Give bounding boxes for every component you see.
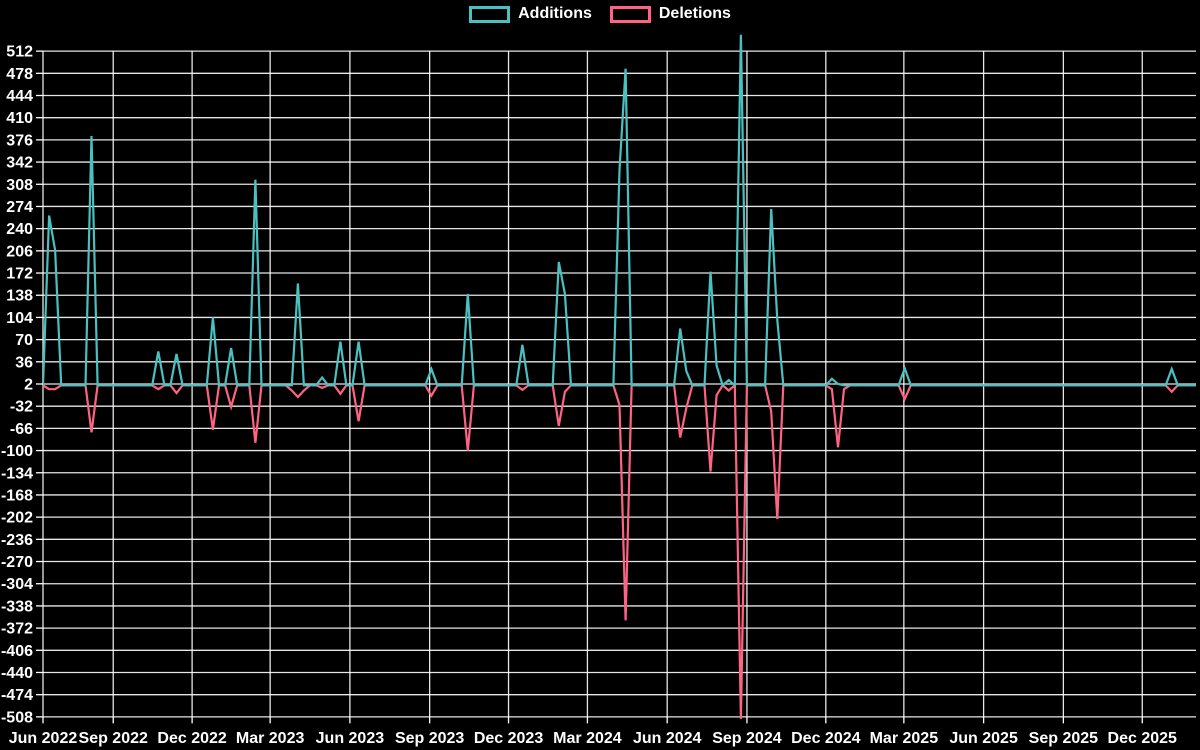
y-axis-tick-label: 2 bbox=[24, 376, 33, 393]
y-axis-tick-label: 104 bbox=[6, 310, 33, 327]
y-axis-tick-label: -100 bbox=[1, 443, 33, 460]
y-axis-tick-label: -406 bbox=[1, 643, 33, 660]
additions-line bbox=[43, 34, 1196, 388]
x-axis-tick-label: Jun 2024 bbox=[633, 730, 702, 747]
y-axis-tick-label: -338 bbox=[1, 598, 33, 615]
y-axis-tick-label: 70 bbox=[15, 332, 33, 349]
x-axis-tick-label: Jun 2025 bbox=[949, 730, 1018, 747]
y-axis-tick-label: -236 bbox=[1, 532, 33, 549]
y-axis-tick-label: -66 bbox=[10, 421, 33, 438]
y-axis-tick-label: 376 bbox=[6, 132, 33, 149]
legend-item-deletions[interactable]: Deletions bbox=[609, 5, 731, 23]
deletions-swatch-icon bbox=[609, 5, 651, 23]
y-axis-tick-label: 478 bbox=[6, 66, 33, 83]
y-axis-tick-label: 172 bbox=[6, 266, 33, 283]
x-axis-tick-label: Mar 2025 bbox=[870, 730, 939, 747]
x-axis-tick-label: Mar 2023 bbox=[236, 730, 305, 747]
x-axis-tick-label: Mar 2024 bbox=[553, 730, 622, 747]
y-axis-tick-label: 444 bbox=[6, 88, 33, 105]
y-axis-tick-label: 274 bbox=[6, 199, 33, 216]
y-axis-tick-label: -134 bbox=[1, 465, 33, 482]
x-axis-tick-label: Sep 2025 bbox=[1029, 730, 1098, 747]
y-axis-tick-label: -440 bbox=[1, 665, 33, 682]
x-axis-tick-label: Dec 2022 bbox=[157, 730, 226, 747]
y-axis-tick-label: 308 bbox=[6, 177, 33, 194]
deletions-line bbox=[43, 382, 1196, 719]
legend-label-additions: Additions bbox=[518, 5, 592, 22]
y-axis-tick-label: 512 bbox=[6, 44, 33, 61]
y-axis-tick-label: -304 bbox=[1, 576, 33, 593]
x-axis-tick-label: Jun 2023 bbox=[316, 730, 385, 747]
y-axis-tick-label: 410 bbox=[6, 110, 33, 127]
x-axis-tick-label: Jun 2022 bbox=[9, 730, 78, 747]
y-axis-tick-label: -474 bbox=[1, 687, 33, 704]
y-axis-tick-label: -270 bbox=[1, 554, 33, 571]
x-axis-tick-label: Sep 2024 bbox=[712, 730, 781, 747]
x-axis-tick-label: Dec 2024 bbox=[791, 730, 860, 747]
y-axis-tick-label: -168 bbox=[1, 487, 33, 504]
y-axis-tick-label: -508 bbox=[1, 709, 33, 726]
x-axis-tick-label: Sep 2023 bbox=[395, 730, 464, 747]
chart-legend: Additions Deletions bbox=[0, 5, 1200, 23]
x-axis-tick-label: Dec 2025 bbox=[1108, 730, 1177, 747]
legend-item-additions[interactable]: Additions bbox=[469, 5, 592, 23]
y-axis-tick-label: -32 bbox=[10, 399, 33, 416]
y-axis-tick-label: 206 bbox=[6, 243, 33, 260]
y-axis-tick-label: 138 bbox=[6, 288, 33, 305]
y-axis-tick-label: -372 bbox=[1, 621, 33, 638]
x-axis-tick-label: Sep 2022 bbox=[79, 730, 148, 747]
y-axis-tick-label: 36 bbox=[15, 354, 33, 371]
y-axis-tick-label: -202 bbox=[1, 510, 33, 527]
y-axis-tick-label: 240 bbox=[6, 221, 33, 238]
legend-label-deletions: Deletions bbox=[658, 5, 731, 22]
y-axis-tick-label: 342 bbox=[6, 155, 33, 172]
x-axis-tick-label: Dec 2023 bbox=[474, 730, 543, 747]
additions-swatch-icon bbox=[469, 5, 511, 23]
